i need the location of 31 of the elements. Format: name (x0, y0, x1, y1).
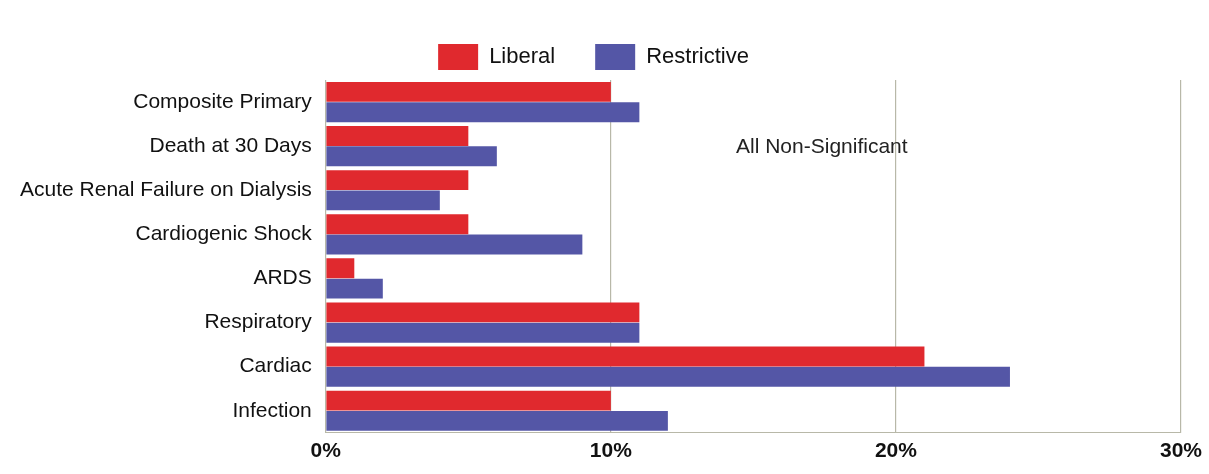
bar (326, 126, 469, 146)
x-tick-label: 30% (1159, 438, 1203, 462)
x-tick-label: 0% (310, 438, 342, 462)
y-tick-label: Cardiogenic Shock (135, 221, 313, 245)
bar (326, 234, 583, 255)
x-tick-label: 10% (589, 438, 633, 462)
bar (326, 214, 469, 235)
bar (326, 278, 383, 299)
bar (326, 81, 611, 102)
bar (326, 410, 668, 431)
legend-label: Liberal (489, 43, 556, 69)
bar (326, 170, 469, 191)
y-tick-label: Acute Renal Failure on Dialysis (20, 177, 312, 201)
y-tick-label: Composite Primary (133, 88, 313, 112)
bar (326, 322, 640, 343)
bar (326, 346, 925, 367)
bar (326, 366, 1010, 387)
legend-label: Restrictive (646, 43, 749, 69)
y-tick-label: Cardiac (239, 353, 312, 377)
bar (326, 190, 440, 211)
bar (326, 302, 640, 323)
bar (326, 146, 497, 167)
y-tick-label: Infection (232, 397, 312, 421)
bar (326, 258, 355, 279)
x-tick-label: 20% (874, 438, 918, 462)
y-tick-label: Death at 30 Days (149, 132, 312, 156)
y-tick-label: Respiratory (204, 309, 313, 333)
bar (326, 390, 611, 411)
y-tick-label: ARDS (253, 265, 312, 289)
annotation: All Non-Significant (736, 133, 908, 157)
bar (326, 102, 640, 123)
